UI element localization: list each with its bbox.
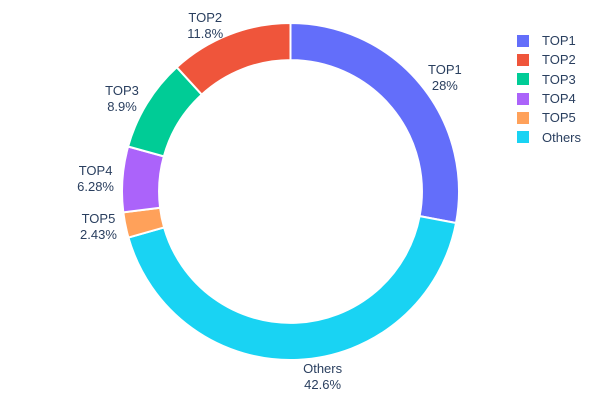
slice-label-percent: 8.9% bbox=[107, 98, 137, 114]
slice-label-name: TOP2 bbox=[188, 9, 223, 25]
slice-label-name: TOP3 bbox=[105, 82, 139, 98]
slice-label-top4: TOP4 6.28% bbox=[77, 163, 114, 195]
pie-slice-top4[interactable] bbox=[121, 145, 165, 214]
legend-swatch-top4 bbox=[517, 92, 529, 105]
legend-item-top2[interactable]: TOP2 bbox=[517, 50, 581, 69]
legend-label-top4: TOP4 bbox=[542, 91, 576, 107]
slice-label-top3: TOP3 8.9% bbox=[105, 83, 139, 115]
legend-item-top1[interactable]: TOP1 bbox=[517, 31, 581, 50]
pie-slice-top2[interactable] bbox=[175, 22, 292, 96]
slice-label-name: Others bbox=[303, 361, 343, 377]
legend-label-top1: TOP1 bbox=[542, 33, 576, 49]
legend-swatch-top2 bbox=[517, 53, 529, 66]
legend: TOP1 TOP2 TOP3 TOP4 TOP5 Others bbox=[517, 31, 581, 147]
legend-swatch-top1 bbox=[517, 34, 529, 47]
slice-label-percent: 42.6% bbox=[304, 377, 342, 393]
slice-label-top5: TOP5 2.43% bbox=[80, 211, 117, 243]
slice-label-percent: 6.28% bbox=[77, 178, 114, 194]
pie-slice-others[interactable] bbox=[127, 215, 458, 361]
slice-label-percent: 28% bbox=[431, 78, 458, 93]
slice-label-name: TOP1 bbox=[428, 62, 462, 77]
slice-label-others: Others 42.6% bbox=[303, 361, 342, 393]
slice-label-name: TOP4 bbox=[78, 162, 113, 178]
pie-slice-top1[interactable] bbox=[289, 22, 460, 225]
legend-label-top2: TOP2 bbox=[542, 52, 576, 68]
legend-swatch-top3 bbox=[517, 73, 529, 86]
legend-swatch-top5 bbox=[517, 111, 529, 124]
legend-swatch-others bbox=[517, 131, 529, 144]
legend-item-top3[interactable]: TOP3 bbox=[517, 70, 581, 89]
legend-label-others: Others bbox=[542, 129, 582, 145]
slice-label-top1: TOP1 28% bbox=[428, 62, 462, 94]
legend-label-top5: TOP5 bbox=[542, 110, 576, 126]
legend-item-top4[interactable]: TOP4 bbox=[517, 89, 581, 108]
slice-label-percent: 2.43% bbox=[80, 227, 117, 242]
legend-item-others[interactable]: Others bbox=[517, 127, 581, 146]
legend-label-top3: TOP3 bbox=[542, 71, 576, 87]
slice-label-percent: 11.8% bbox=[187, 25, 224, 41]
slice-label-name: TOP5 bbox=[81, 211, 116, 226]
legend-item-top5[interactable]: TOP5 bbox=[517, 108, 581, 127]
slice-label-top2: TOP2 11.8% bbox=[187, 10, 223, 42]
